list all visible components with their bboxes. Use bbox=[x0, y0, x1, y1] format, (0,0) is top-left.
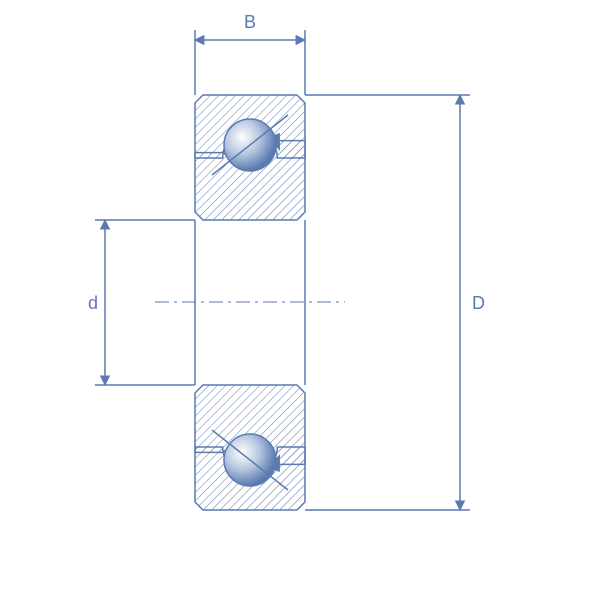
outer-diameter-label: D bbox=[472, 293, 485, 314]
inner-diameter-label: d bbox=[88, 293, 98, 314]
width-label: B bbox=[244, 12, 256, 33]
bearing-diagram: B D d bbox=[0, 0, 600, 600]
